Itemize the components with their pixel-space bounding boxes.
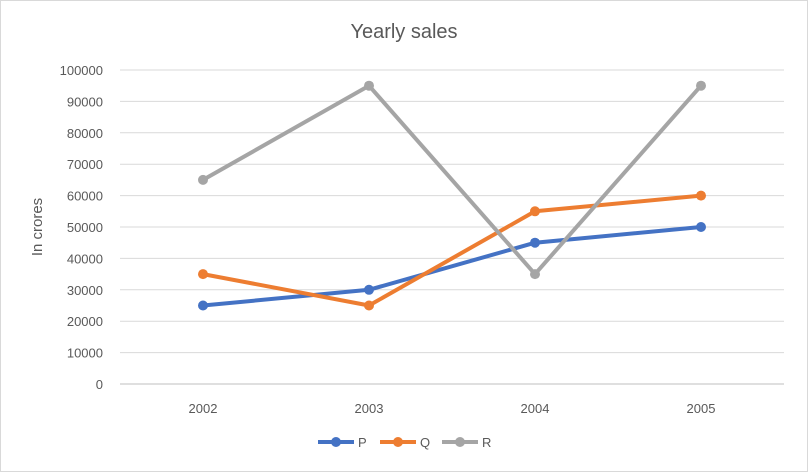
legend-label: P: [358, 435, 367, 450]
series-line-R: [201, 83, 703, 277]
legend-swatch-marker: [331, 437, 341, 447]
y-tick-label: 20000: [67, 314, 103, 329]
x-tick-label: 2004: [521, 401, 550, 416]
series-layer: [198, 80, 706, 311]
data-point-Q: [530, 206, 540, 217]
data-point-Q: [696, 190, 706, 201]
data-point-Q: [198, 269, 208, 280]
legend: P Q R: [318, 435, 491, 450]
legend-item-Q: Q: [380, 435, 430, 450]
y-tick-label: 10000: [67, 346, 103, 361]
x-axis: 2002 2003 2004 2005: [120, 383, 784, 416]
data-point-P: [696, 222, 706, 232]
x-tick-label: 2003: [355, 401, 384, 416]
gridlines: [120, 69, 784, 354]
y-tick-label: 80000: [67, 126, 103, 141]
y-tick-label: 100000: [60, 63, 103, 78]
y-axis-label: In crores: [29, 198, 46, 256]
data-point-R: [364, 80, 374, 91]
series-R: [198, 80, 706, 280]
legend-label: Q: [420, 435, 430, 450]
data-point-P: [198, 300, 208, 311]
y-tick-label: 70000: [67, 157, 103, 172]
series-line-Q: [201, 193, 703, 308]
data-point-R: [530, 269, 540, 280]
series-Q: [198, 190, 706, 311]
x-tick-label: 2005: [687, 401, 716, 416]
data-point-Q: [364, 300, 374, 311]
y-tick-label: 60000: [67, 189, 103, 204]
legend-swatch-marker: [455, 437, 465, 447]
data-point-R: [198, 174, 208, 185]
y-tick-label: 50000: [67, 220, 103, 235]
data-point-R: [696, 80, 706, 91]
y-tick-label: 0: [96, 377, 103, 392]
series-line-P: [201, 225, 703, 308]
data-point-P: [530, 237, 540, 248]
chart-title: Yearly sales: [350, 21, 457, 43]
y-tick-label: 90000: [67, 94, 103, 109]
y-axis-ticks: 0 10000 20000 30000 40000 50000 60000 70000 8000…: [60, 63, 103, 392]
legend-label: R: [482, 435, 491, 450]
y-tick-label: 30000: [67, 283, 103, 298]
y-tick-label: 40000: [67, 251, 103, 266]
legend-swatch-marker: [393, 437, 403, 447]
series-P: [198, 222, 706, 311]
x-tick-label: 2002: [189, 401, 218, 416]
data-point-P: [364, 284, 374, 295]
legend-item-R: R: [442, 435, 491, 450]
legend-item-P: P: [318, 435, 367, 450]
